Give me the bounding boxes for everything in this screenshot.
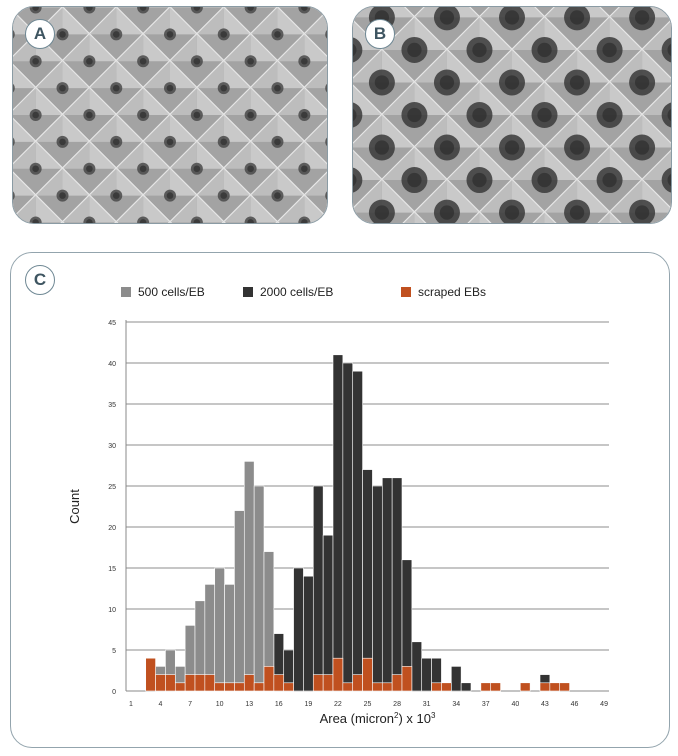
bar-scraped-ebs — [549, 682, 561, 692]
bar-2000-cells-eb — [362, 469, 373, 692]
bar-scraped-ebs — [401, 666, 413, 692]
y-tick-label: 15 — [108, 566, 116, 573]
bar-2000-cells-eb — [293, 567, 304, 692]
x-tick-label: 19 — [304, 701, 312, 708]
x-tick-label: 49 — [600, 701, 608, 708]
histogram-chart: 0 5 10 15 20 25 30 35 40 45 1 4 7 10 13 16 19 22 25 28 31 34 3… — [67, 285, 609, 726]
bar-2000-cells-eb — [332, 354, 344, 692]
bar-2000-cells-eb — [372, 485, 383, 692]
x-tick-label: 37 — [482, 701, 490, 708]
legend-swatch — [121, 287, 131, 297]
microwell-image-a: A — [12, 6, 328, 224]
bar-2000-cells-eb — [421, 657, 432, 692]
y-tick-label: 25 — [108, 484, 116, 491]
bar-scraped-ebs — [381, 682, 393, 692]
y-tick-label: 0 — [112, 689, 116, 696]
x-tick-label: 34 — [452, 701, 460, 708]
bar-scraped-ebs — [431, 682, 442, 692]
bar-scraped-ebs — [174, 682, 186, 692]
panel-label-c: C — [25, 265, 55, 295]
bar-2000-cells-eb — [342, 362, 354, 692]
panel-label-b: B — [365, 19, 395, 49]
bar-2000-cells-eb — [322, 534, 334, 692]
x-tick-label: 7 — [188, 701, 192, 708]
microwell-photo-b — [353, 7, 671, 223]
bar-scraped-ebs — [184, 674, 196, 692]
legend-label: scraped EBs — [418, 285, 486, 299]
bar-2000-cells-eb — [303, 575, 314, 692]
microwell-photo-a — [13, 7, 327, 223]
well-grid — [353, 7, 671, 223]
bar-scraped-ebs — [322, 674, 334, 692]
bar-scraped-ebs — [234, 682, 245, 692]
legend-label: 2000 cells/EB — [260, 285, 333, 299]
y-tick-label: 45 — [108, 320, 116, 327]
microwell-image-b: B — [352, 6, 672, 224]
x-tick-label: 46 — [571, 701, 579, 708]
bar-2000-cells-eb — [381, 477, 393, 692]
bar-scraped-ebs — [145, 657, 156, 692]
bar-scraped-ebs — [204, 674, 216, 692]
x-tick-label: 40 — [511, 701, 519, 708]
bar-scraped-ebs — [214, 682, 225, 692]
histogram-panel: 0 5 10 15 20 25 30 35 40 45 1 4 7 10 13 16 19 22 25 28 31 34 3… — [10, 252, 670, 748]
bar-500-cells-eb — [234, 510, 245, 692]
x-axis-label: Area (micron2) x 103 — [320, 711, 436, 726]
bar-scraped-ebs — [283, 682, 294, 692]
bar-scraped-ebs — [342, 682, 354, 692]
bar-scraped-ebs — [490, 682, 501, 692]
bar-2000-cells-eb — [411, 641, 423, 692]
x-tick-label: 22 — [334, 701, 342, 708]
bar-scraped-ebs — [391, 674, 403, 692]
y-axis-label: Count — [67, 489, 82, 524]
bar-500-cells-eb — [224, 584, 235, 692]
bar-500-cells-eb — [243, 461, 255, 692]
bar-scraped-ebs — [559, 682, 570, 692]
x-tick-label: 28 — [393, 701, 401, 708]
legend-label: 500 cells/EB — [138, 285, 205, 299]
bar-2000-cells-eb — [450, 666, 462, 692]
bar-scraped-ebs — [362, 657, 373, 692]
bar-scraped-ebs — [441, 682, 452, 692]
bar-scraped-ebs — [194, 674, 206, 692]
x-tick-label: 10 — [216, 701, 224, 708]
legend-swatch — [401, 287, 411, 297]
bar-scraped-ebs — [243, 674, 255, 692]
bar-scraped-ebs — [519, 682, 531, 692]
bar-500-cells-eb — [253, 485, 265, 692]
bar-2000-cells-eb — [312, 485, 324, 692]
y-tick-label: 40 — [108, 361, 116, 368]
bar-scraped-ebs — [352, 674, 363, 692]
legend-swatch — [243, 287, 253, 297]
bar-scraped-ebs — [539, 682, 551, 692]
y-tick-label: 10 — [108, 607, 116, 614]
x-tick-label: 16 — [275, 701, 283, 708]
bar-scraped-ebs — [480, 682, 492, 692]
x-tick-label: 4 — [159, 701, 163, 708]
well-grid — [13, 7, 327, 223]
x-tick-label: 1 — [129, 701, 133, 708]
y-tick-label: 20 — [108, 525, 116, 532]
bar-500-cells-eb — [214, 567, 225, 692]
bar-scraped-ebs — [165, 674, 176, 692]
bar-2000-cells-eb — [352, 370, 363, 692]
bar-scraped-ebs — [224, 682, 235, 692]
x-tick-label: 25 — [364, 701, 372, 708]
y-tick-label: 30 — [108, 443, 116, 450]
bar-scraped-ebs — [253, 682, 265, 692]
y-tick-label: 5 — [112, 648, 116, 655]
bar-2000-cells-eb — [391, 477, 403, 692]
x-tick-label: 31 — [423, 701, 431, 708]
bar-scraped-ebs — [372, 682, 383, 692]
bar-scraped-ebs — [332, 657, 344, 692]
panel-label-a: A — [25, 19, 55, 49]
bar-scraped-ebs — [155, 674, 166, 692]
y-tick-label: 35 — [108, 402, 116, 409]
bar-scraped-ebs — [312, 674, 324, 692]
bar-scraped-ebs — [263, 666, 275, 692]
x-tick-label: 13 — [245, 701, 253, 708]
bar-2000-cells-eb — [460, 682, 472, 692]
x-tick-label: 43 — [541, 701, 549, 708]
bar-scraped-ebs — [273, 674, 285, 692]
